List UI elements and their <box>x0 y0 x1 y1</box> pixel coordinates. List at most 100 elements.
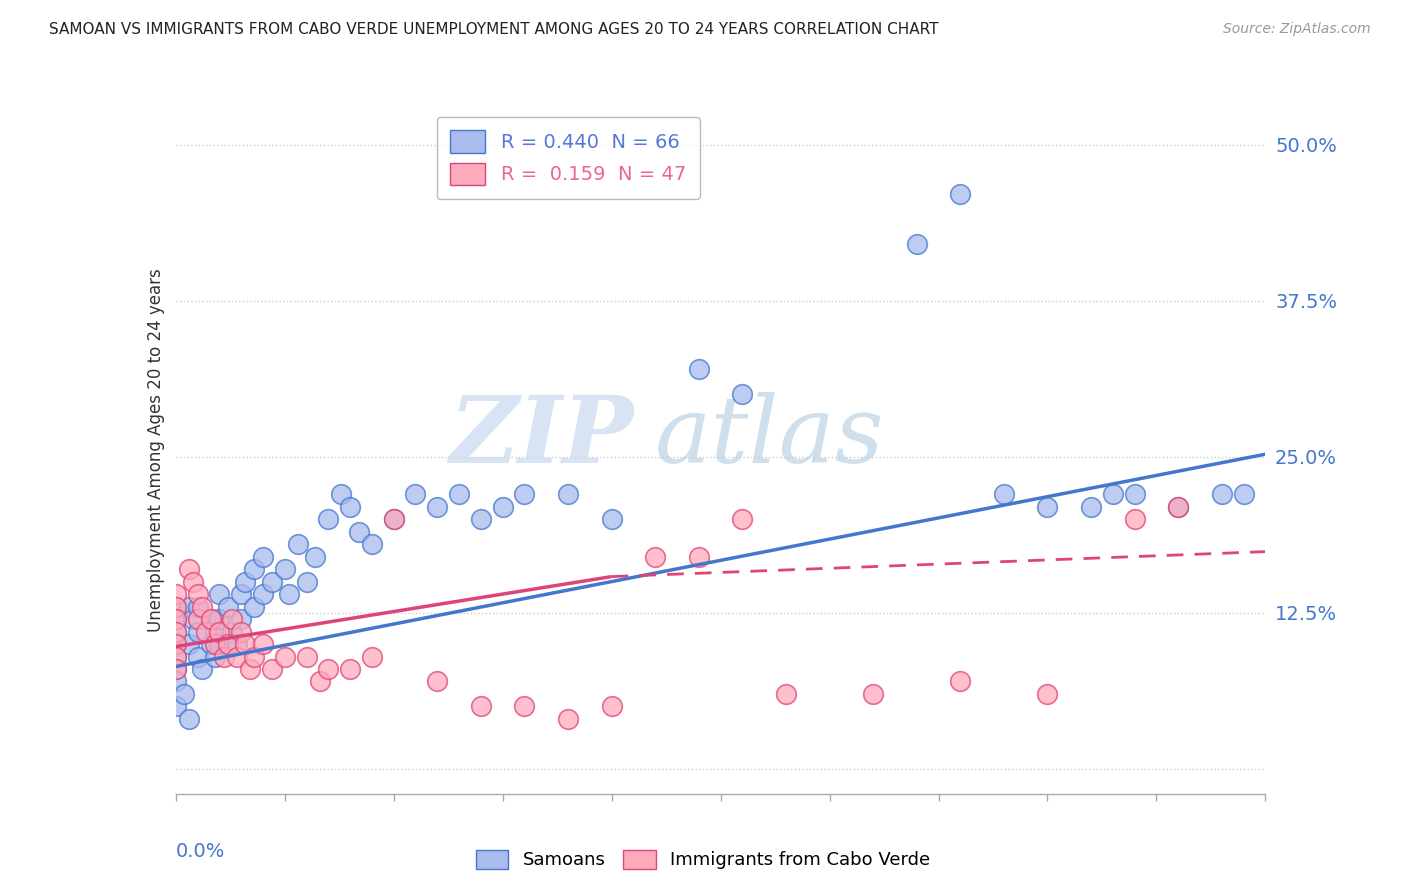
Point <box>862 687 884 701</box>
Point <box>204 624 226 639</box>
Point <box>308 674 330 689</box>
Point <box>165 612 187 626</box>
Point <box>165 612 187 626</box>
Point <box>200 637 222 651</box>
Point <box>557 712 579 726</box>
Point <box>1123 487 1146 501</box>
Point <box>225 649 247 664</box>
Point <box>177 637 200 651</box>
Point <box>304 549 326 564</box>
Point <box>557 487 579 501</box>
Point <box>360 537 382 551</box>
Point <box>339 662 361 676</box>
Point <box>382 512 405 526</box>
Point <box>405 487 427 501</box>
Point <box>339 500 361 514</box>
Point <box>470 512 492 526</box>
Point <box>318 512 340 526</box>
Point <box>186 649 209 664</box>
Point <box>243 599 266 614</box>
Point <box>644 549 666 564</box>
Point <box>513 487 536 501</box>
Point <box>318 662 340 676</box>
Point <box>731 512 754 526</box>
Point <box>225 637 247 651</box>
Point <box>181 612 204 626</box>
Point <box>195 624 218 639</box>
Point <box>330 487 353 501</box>
Point <box>243 562 266 576</box>
Text: 0.0%: 0.0% <box>176 842 225 861</box>
Point <box>1232 487 1256 501</box>
Point <box>231 587 253 601</box>
Point <box>949 674 972 689</box>
Point <box>186 612 209 626</box>
Point <box>426 500 449 514</box>
Point <box>600 699 623 714</box>
Point <box>287 537 309 551</box>
Point <box>200 612 222 626</box>
Point <box>217 599 239 614</box>
Text: ZIP: ZIP <box>449 392 633 482</box>
Point <box>165 624 187 639</box>
Point <box>186 624 209 639</box>
Point <box>278 587 301 601</box>
Text: SAMOAN VS IMMIGRANTS FROM CABO VERDE UNEMPLOYMENT AMONG AGES 20 TO 24 YEARS CORR: SAMOAN VS IMMIGRANTS FROM CABO VERDE UNE… <box>49 22 939 37</box>
Point <box>492 500 515 514</box>
Point <box>177 562 200 576</box>
Point <box>165 587 187 601</box>
Point <box>775 687 797 701</box>
Point <box>186 599 209 614</box>
Point <box>1167 500 1189 514</box>
Point <box>165 649 187 664</box>
Point <box>235 574 257 589</box>
Point <box>186 587 209 601</box>
Point <box>208 624 231 639</box>
Point <box>200 612 222 626</box>
Point <box>165 624 187 639</box>
Point <box>1211 487 1233 501</box>
Point <box>239 662 262 676</box>
Y-axis label: Unemployment Among Ages 20 to 24 years: Unemployment Among Ages 20 to 24 years <box>146 268 165 632</box>
Point <box>165 599 187 614</box>
Point <box>513 699 536 714</box>
Point <box>208 587 231 601</box>
Point <box>208 637 231 651</box>
Point <box>274 649 297 664</box>
Point <box>600 512 623 526</box>
Point <box>1102 487 1125 501</box>
Text: Source: ZipAtlas.com: Source: ZipAtlas.com <box>1223 22 1371 37</box>
Point <box>274 562 297 576</box>
Point <box>181 574 204 589</box>
Point <box>243 649 266 664</box>
Point <box>221 624 243 639</box>
Point <box>212 649 235 664</box>
Point <box>177 712 200 726</box>
Point <box>688 362 710 376</box>
Point <box>252 549 274 564</box>
Point <box>217 637 239 651</box>
Point <box>165 599 187 614</box>
Point <box>204 649 226 664</box>
Point <box>1080 500 1102 514</box>
Point <box>165 662 187 676</box>
Point <box>447 487 470 501</box>
Point <box>1036 687 1059 701</box>
Point <box>173 687 195 701</box>
Point <box>165 637 187 651</box>
Point <box>191 662 214 676</box>
Point <box>231 624 253 639</box>
Point <box>204 637 226 651</box>
Point <box>905 237 928 252</box>
Point <box>993 487 1015 501</box>
Point <box>252 637 274 651</box>
Point <box>165 649 187 664</box>
Point <box>360 649 382 664</box>
Point <box>165 674 187 689</box>
Point <box>208 612 231 626</box>
Point <box>1167 500 1189 514</box>
Point <box>688 549 710 564</box>
Point <box>165 699 187 714</box>
Point <box>1123 512 1146 526</box>
Point <box>177 599 200 614</box>
